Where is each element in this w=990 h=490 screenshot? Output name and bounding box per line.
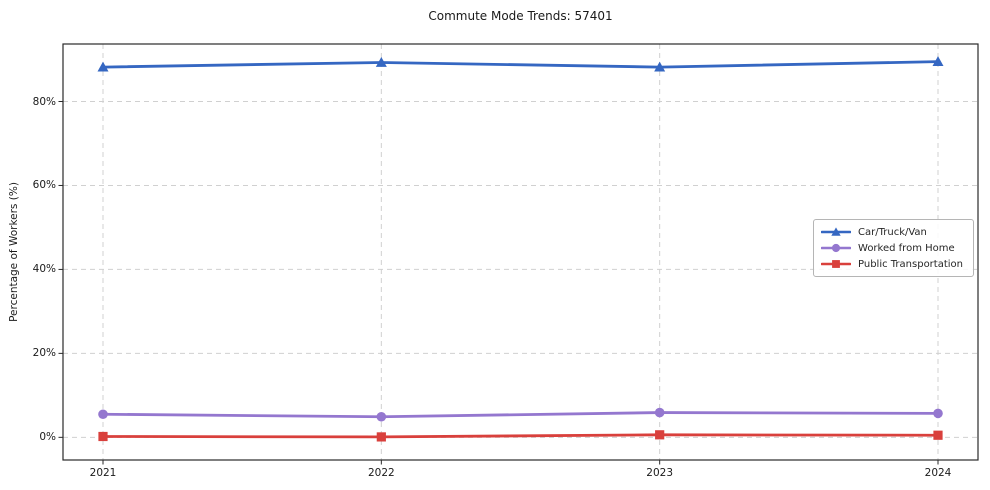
legend-item-car-truck-van: Car/Truck/Van — [821, 226, 963, 238]
legend-item-worked-from-home: Worked from Home — [821, 242, 963, 254]
y-tick-label: 20% — [32, 347, 56, 360]
legend-key-circle-line-icon — [821, 243, 852, 253]
x-tick-label: 2021 — [89, 467, 117, 479]
legend-key-triangle-line-icon — [821, 227, 852, 236]
legend-label: Car/Truck/Van — [858, 226, 927, 238]
legend-item-public-transportation: Public Transportation — [821, 258, 963, 270]
legend-key-square-line-icon — [821, 260, 852, 268]
y-tick-label: 0% — [39, 431, 56, 444]
y-tick-label: 40% — [32, 263, 56, 276]
x-tick-label: 2024 — [924, 467, 952, 479]
legend-label: Worked from Home — [858, 242, 955, 254]
chart-title: Commute Mode Trends: 57401 — [428, 9, 613, 23]
legend-label: Public Transportation — [858, 258, 963, 270]
y-tick-label: 80% — [32, 95, 56, 108]
x-tick-label: 2022 — [367, 467, 395, 479]
x-tick-label: 2023 — [646, 467, 674, 479]
legend: Car/Truck/Van Worked from Home Public Tr… — [813, 219, 974, 277]
y-tick-label: 60% — [32, 179, 56, 192]
